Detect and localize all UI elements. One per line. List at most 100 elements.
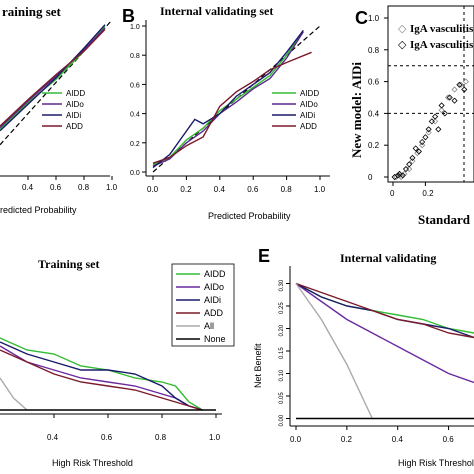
scatter-point [456,81,463,88]
panel-e-xlabel: High Risk Threshold [398,458,474,468]
scatter-point [425,126,432,133]
scatter-point [419,138,426,146]
scatter-point [419,142,426,149]
x-tick-label: 0.2 [180,185,192,194]
legend-label: AIDo [204,282,224,292]
panel-d-xlabel: High Risk Threshold [52,458,133,468]
y-tick-label: 0.0 [130,170,140,177]
panel-a-xlabel: redicted Probability [0,205,77,215]
series-aidi-line [0,341,203,411]
y-tick-label: 1.0 [368,14,380,23]
y-tick-label: 0.30 [279,279,285,291]
legend-label: AIDD [204,269,226,279]
scatter-point [399,172,406,179]
x-tick-label: 0.6 [50,183,62,192]
panel-b-legend: AIDD AIDo AIDi ADD [272,89,319,131]
series-all-line [295,283,373,419]
y-tick-label: 0.6 [130,82,140,89]
series-aido-line [0,27,106,129]
panel-a: raining set 0.4 0.6 0.8 1.0 redicted Probab… [0,4,118,215]
y-tick-label: 0.2 [368,141,380,150]
legend-label: AIDo [300,100,318,109]
scatter-point [425,129,432,136]
series-aidd-line [295,282,474,334]
y-tick-label: 1.0 [130,24,140,31]
y-tick-label: 0.8 [368,46,380,55]
x-tick-label: 0.4 [392,435,404,444]
y-tick-label: 0 [368,173,373,182]
legend-label: AIDD [66,89,85,98]
panel-c-legend: ◇ IgA vasculitis ◇ IgA vasculitis [398,23,474,51]
scatter-point [438,107,445,114]
y-tick-label: 0.2 [130,141,140,148]
panel-d-x-ticks: 0.4 0.6 0.8 1.0 [47,414,221,442]
series-add-line [295,282,474,339]
scatter-point [461,86,468,93]
legend-label: AIDD [300,89,319,98]
panel-a-legend: AIDD AIDo AIDi ADD [42,89,85,131]
x-tick-label: 0.4 [47,433,59,442]
panel-c: C New model: AIDi Standard 0 0.2 0.4 0.6 0.8… [349,5,474,227]
panel-c-points [391,78,469,181]
scatter-point [432,113,439,120]
legend-label: ADD [66,122,83,131]
scatter-point [457,81,465,88]
panel-e-ticks: 0.0 0.2 0.4 0.6 0.00 0.05 0.10 0.15 0.20 0.25 0.30 [279,279,454,444]
panel-e-series [295,282,474,420]
scatter-point [446,94,453,101]
legend-marker-black-diamond: ◇ [398,39,407,51]
scatter-point [409,154,416,161]
y-tick-label: 0.15 [279,347,285,359]
x-tick-label: 0.8 [155,433,167,442]
scatter-point [409,158,416,165]
panel-b-title: Internal validating set [160,4,273,18]
x-tick-label: 0.6 [443,435,455,444]
x-tick-label: 0.0 [290,435,302,444]
x-tick-label: 1.0 [314,185,326,194]
x-tick-label: 0.6 [247,185,259,194]
panel-b-ticks: 0.0 0.0 0.2 0.2 0.4 0.4 0.6 0.6 0.8 0.8 1.0 1.0 [130,24,326,194]
scatter-point [462,78,469,85]
y-tick-label: 0.4 [368,109,380,118]
scatter-point [406,161,413,168]
scatter-point [445,94,452,101]
series-all-line [0,377,28,411]
panel-c-legend-1: IgA vasculitis [410,23,474,35]
series-aidd-line [152,30,304,166]
panel-e-ylabel: Net Benefit [253,343,263,388]
panel-b-series [152,25,321,173]
panel-b: B Internal validating set 0.00.00.20.20.… [122,4,330,221]
panel-c-legend-2: IgA vasculitis [410,39,474,51]
legend-label: ADD [204,308,224,318]
scatter-point [415,148,422,155]
legend-label: All [204,321,214,331]
series-aidi-line [295,282,474,339]
panel-a-x-ticks: 0.4 0.6 0.8 1.0 [22,176,118,192]
panel-c-ticks: 0 0.2 0.4 0.6 0.8 1.0 0 0.2 [368,6,474,198]
legend-marker-gray-diamond: ◇ [398,23,407,35]
x-tick-label: 1.0 [106,183,118,192]
series-add-line [0,349,203,411]
series-add-line [0,28,106,127]
panel-a-series [0,19,113,146]
x-tick-label: 0.8 [281,185,293,194]
legend-label: AIDi [300,111,315,120]
series-aidi-line [152,29,304,169]
scatter-point [394,172,401,179]
scatter-point [451,97,458,104]
y-tick-label: 0.25 [279,302,285,314]
x-tick-label: 0.2 [341,435,353,444]
x-tick-label: 0 [390,189,395,198]
panel-b-xlabel: Predicted Probability [208,211,291,221]
scatter-point [451,86,458,93]
panel-d-legend: AIDD AIDo AIDi ADD All None [171,263,235,347]
panel-a-title: raining set [2,4,62,19]
y-tick-label: 0.10 [279,369,285,381]
x-tick-label: 0.0 [147,185,159,194]
legend-label: AIDi [204,295,221,305]
series-aidi-line [0,24,106,132]
panel-c-ylabel: New model: AIDi [349,62,364,158]
panel-c-frame [387,5,474,183]
series-add-line [152,51,312,164]
